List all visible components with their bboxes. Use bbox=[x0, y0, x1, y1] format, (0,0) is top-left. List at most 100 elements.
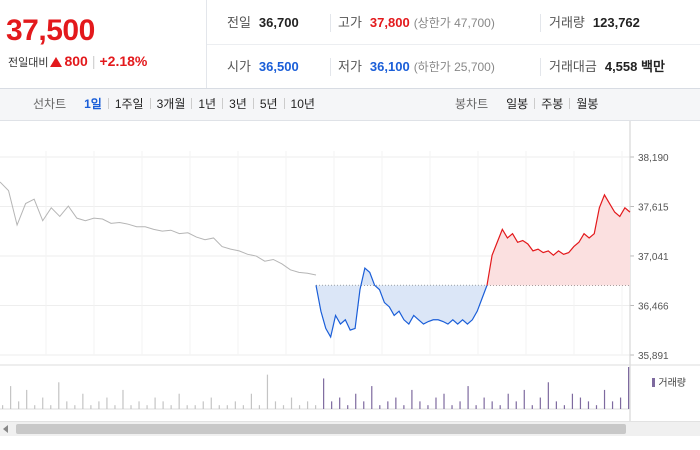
volume-bar bbox=[323, 378, 325, 409]
period-1y[interactable]: 1년 bbox=[198, 97, 217, 111]
volume-bar bbox=[523, 389, 525, 409]
line-chart-group: 선차트 1일 1주일 3개월 1년 3년 5년 10년 bbox=[33, 89, 321, 120]
candle-monthly[interactable]: 월봉 bbox=[576, 97, 599, 111]
volume: 거래량 123,762 bbox=[549, 0, 640, 44]
period-1w[interactable]: 1주일 bbox=[114, 97, 144, 111]
line-chart-label[interactable]: 선차트 bbox=[33, 97, 67, 111]
stat-grid: 전일 36,700 고가 37,800 (상한가 47,700) 거래량 123,762… bbox=[207, 0, 700, 88]
high-value: 37,800 bbox=[369, 15, 410, 30]
volume-bar bbox=[595, 405, 598, 409]
period-10y[interactable]: 10년 bbox=[290, 97, 315, 111]
volume-bar bbox=[628, 367, 630, 409]
period-5y[interactable]: 5년 bbox=[259, 97, 278, 111]
lower-limit: (하한가 25,700) bbox=[413, 60, 495, 74]
volume-bar bbox=[154, 397, 156, 409]
open-value: 36,500 bbox=[258, 59, 299, 74]
volume-bar bbox=[202, 401, 204, 409]
period-3y[interactable]: 3년 bbox=[229, 97, 247, 111]
volume-bar bbox=[427, 405, 429, 409]
volume-bar bbox=[42, 397, 44, 409]
candle-weekly[interactable]: 주봉 bbox=[541, 97, 564, 111]
volume-bar bbox=[411, 389, 413, 409]
volume-bar bbox=[499, 405, 501, 409]
divider bbox=[283, 98, 285, 109]
volume-bar bbox=[234, 401, 236, 409]
volume-bar bbox=[66, 401, 68, 409]
volume-bar bbox=[539, 397, 541, 409]
volume-bar bbox=[266, 374, 269, 409]
volume-bar bbox=[483, 397, 485, 409]
volume-bar bbox=[443, 393, 445, 409]
volume-bar bbox=[347, 405, 349, 409]
volume-bar bbox=[379, 405, 381, 409]
low-value: 36,100 bbox=[369, 59, 410, 74]
volume-bar bbox=[282, 405, 285, 409]
volume-bar bbox=[50, 405, 52, 409]
price-chart: 38,190 37,615 37,041 36,466 35,891 거래량 bbox=[0, 121, 700, 450]
prev-close-label: 전일 bbox=[227, 15, 251, 30]
candle-chart-label[interactable]: 봉차트 bbox=[455, 97, 489, 111]
y-tick-label: 35,891 bbox=[638, 351, 669, 362]
volume-label: 거래량 bbox=[549, 15, 585, 30]
price-box: 37,500 전일대비 800 | +2.18% bbox=[0, 0, 207, 88]
volume-bar bbox=[26, 389, 28, 409]
volume-bar bbox=[90, 405, 92, 409]
scroll-left-icon[interactable] bbox=[3, 425, 8, 433]
change-amount: 800 bbox=[64, 53, 88, 69]
up-area bbox=[487, 194, 630, 286]
volume-bar bbox=[146, 405, 148, 409]
volume-bar bbox=[491, 401, 493, 409]
volume-bar bbox=[531, 405, 533, 409]
current-price: 37,500 bbox=[6, 14, 95, 47]
divider bbox=[569, 98, 571, 109]
divider bbox=[540, 58, 541, 76]
volume-bar bbox=[210, 397, 212, 409]
volume-bar bbox=[603, 389, 606, 409]
divider bbox=[330, 58, 331, 76]
divider bbox=[107, 98, 109, 109]
volume-bar bbox=[162, 401, 164, 409]
volume-bar bbox=[106, 397, 108, 409]
period-1d[interactable]: 1일 bbox=[84, 97, 102, 111]
y-tick-label: 38,190 bbox=[638, 153, 669, 164]
period-3m[interactable]: 3개월 bbox=[156, 97, 186, 111]
volume-bar bbox=[274, 401, 277, 409]
volume-bar bbox=[587, 401, 590, 409]
volume-bar bbox=[547, 382, 549, 409]
volume-value: 123,762 bbox=[592, 15, 640, 30]
volume-bar bbox=[18, 401, 20, 409]
divider bbox=[540, 14, 541, 32]
volume-bar bbox=[178, 393, 180, 409]
volume-legend-swatch bbox=[652, 378, 656, 387]
change-line: 전일대비 800 | +2.18% bbox=[8, 53, 147, 70]
volume-bar bbox=[290, 397, 293, 409]
change-separator: | bbox=[91, 53, 96, 69]
divider bbox=[149, 98, 151, 109]
stat-row-1: 전일 36,700 고가 37,800 (상한가 47,700) 거래량 123,762 bbox=[207, 0, 700, 45]
up-line bbox=[486, 193, 631, 286]
price-chart-svg: 38,190 37,615 37,041 36,466 35,891 bbox=[0, 121, 700, 421]
candle-daily[interactable]: 일봉 bbox=[506, 97, 529, 111]
volume-bar bbox=[459, 401, 461, 409]
volume-bar bbox=[258, 405, 261, 409]
volume-bar bbox=[98, 401, 100, 409]
volume-bar bbox=[58, 382, 60, 409]
low-label: 저가 bbox=[338, 59, 362, 74]
down-area bbox=[316, 268, 487, 337]
volume-legend-label: 거래량 bbox=[658, 378, 686, 389]
volume-bar bbox=[363, 401, 365, 409]
scrollbar-thumb[interactable] bbox=[16, 424, 626, 434]
volume-bar bbox=[226, 405, 228, 409]
prev-close: 전일 36,700 bbox=[227, 0, 299, 44]
change-label: 전일대비 bbox=[8, 57, 49, 69]
volume-bar bbox=[515, 401, 517, 409]
divider bbox=[222, 98, 224, 109]
volume-bar bbox=[355, 393, 357, 409]
volume-bar bbox=[475, 405, 477, 409]
divider bbox=[534, 98, 536, 109]
horizontal-scrollbar[interactable] bbox=[0, 421, 700, 436]
volume-bar bbox=[34, 405, 36, 409]
volume-bar bbox=[563, 405, 565, 409]
change-percent: +2.18% bbox=[99, 53, 148, 69]
volume-bar bbox=[339, 397, 341, 409]
